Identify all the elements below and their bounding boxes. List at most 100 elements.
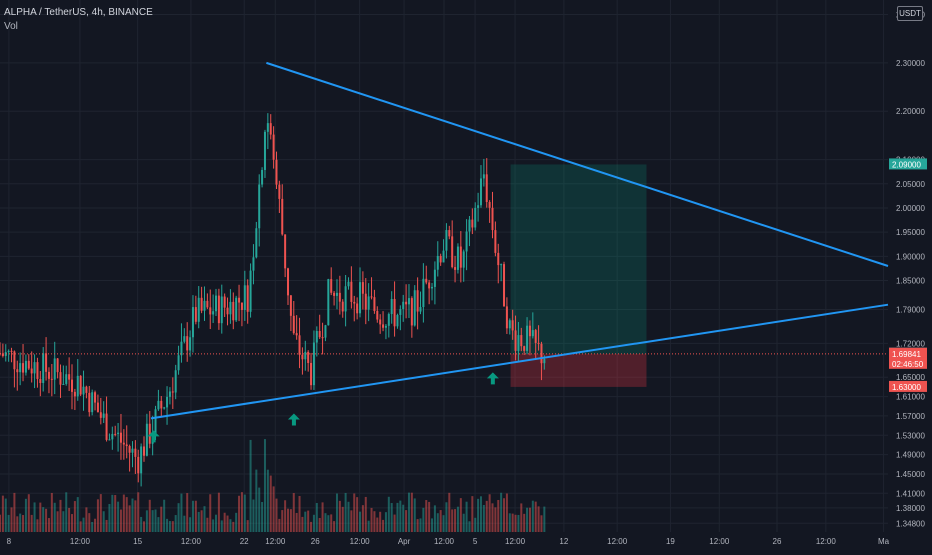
candle-body	[186, 336, 189, 351]
candle-body	[468, 219, 471, 232]
volume-bar	[318, 517, 321, 532]
candle-body	[36, 362, 39, 379]
candle-body	[217, 295, 220, 324]
candle-body	[91, 392, 94, 413]
time-tick-label: Apr	[398, 537, 411, 546]
candle-body	[263, 131, 266, 170]
candle-body	[526, 325, 529, 351]
candle-body	[454, 267, 457, 270]
candle-body	[382, 324, 385, 328]
price-badge	[889, 347, 927, 359]
candle-body	[50, 378, 53, 380]
volume-bar	[344, 492, 347, 532]
candle-body	[122, 442, 125, 445]
candle-body	[474, 207, 477, 228]
volume-bar	[56, 511, 59, 532]
volume-bar	[200, 510, 203, 532]
volume-bar	[422, 507, 425, 532]
candle-body	[212, 311, 215, 315]
volume-bar	[137, 492, 140, 532]
volume-bar	[359, 511, 362, 532]
price-tick-label: 1.41000	[896, 489, 925, 498]
volume-bar	[13, 492, 16, 532]
volume-bar	[367, 520, 370, 532]
candle-body	[56, 358, 59, 373]
volume-bar	[91, 521, 94, 532]
price-axis[interactable]: 2.400002.300002.200002.100002.050002.000…	[896, 11, 925, 529]
price-tick-label: 1.79000	[896, 306, 925, 315]
candle-body	[183, 336, 186, 342]
volume-bar	[373, 511, 376, 532]
volume-bar	[491, 503, 494, 532]
volume-bar	[364, 496, 367, 532]
candle-body	[419, 307, 422, 312]
candle-body	[65, 374, 68, 384]
candle-body	[7, 350, 10, 353]
volume-bar	[94, 518, 97, 532]
volume-bar	[503, 498, 506, 532]
candle-body	[298, 335, 301, 355]
candle-body	[131, 448, 134, 453]
volume-bar	[526, 507, 529, 532]
candle-body	[27, 360, 30, 369]
candle-body	[1, 353, 4, 357]
price-badge-text: 02:46:50	[892, 360, 924, 369]
volume-bar	[73, 501, 76, 532]
volume-bar	[471, 496, 474, 532]
volume-bar	[425, 500, 428, 532]
up-arrow-icon	[287, 413, 300, 426]
volume-bar	[7, 514, 10, 532]
candle-body	[537, 342, 540, 344]
currency-badge[interactable]: USDT	[897, 6, 923, 21]
candle-body	[301, 354, 304, 360]
candle-body	[189, 337, 192, 351]
symbol-title[interactable]: ALPHA / TetherUS, 4h, BINANCE	[4, 7, 153, 18]
candle-body	[79, 375, 82, 395]
volume-bar	[88, 513, 91, 532]
candle-body	[307, 351, 310, 363]
candle-body	[108, 439, 111, 441]
trendlines[interactable]	[0, 61, 889, 420]
volume-bar	[387, 496, 390, 532]
price-tick-label: 1.34800	[896, 519, 925, 528]
price-tick-label: 1.65000	[896, 373, 925, 382]
volume-bar	[445, 502, 448, 532]
volume-bar	[537, 506, 540, 532]
volume-indicator-label[interactable]: Vol	[4, 21, 18, 32]
candle-body	[295, 333, 298, 336]
volume-bar	[194, 500, 197, 532]
candle-body	[255, 228, 258, 258]
candle-body	[508, 320, 511, 329]
candle-body	[272, 134, 275, 160]
candle-body	[275, 159, 278, 185]
candle-body	[350, 281, 353, 302]
volume-bar	[399, 500, 402, 532]
candle-body	[223, 296, 226, 308]
volume-bar	[465, 501, 468, 532]
time-tick-label: 22	[240, 537, 249, 546]
price-tick-label: 1.61000	[896, 393, 925, 402]
candle-body	[390, 298, 393, 315]
candle-body	[220, 296, 223, 324]
candle-body	[266, 123, 269, 132]
candle-body	[445, 230, 448, 251]
time-axis[interactable]: 8 12:00 15 12:00 22 12:00 26 12:00 Apr 12:00 5 12:0…	[7, 537, 890, 546]
candle-body	[517, 335, 520, 351]
candle-body	[376, 310, 379, 320]
volume-bar	[528, 507, 531, 532]
candle-body	[310, 362, 313, 386]
volume-bar	[295, 512, 298, 532]
time-tick-label: Ma	[878, 537, 890, 546]
candle-body	[410, 298, 413, 326]
volume-bar	[543, 506, 546, 532]
candle-body	[117, 432, 120, 435]
candle-body	[399, 309, 402, 315]
candle-body	[465, 231, 468, 252]
volume-bar	[128, 505, 131, 532]
candle-body	[327, 279, 330, 326]
volume-bar	[36, 519, 39, 532]
candle-body	[479, 178, 482, 206]
price-tick-label: 2.05000	[896, 180, 925, 189]
